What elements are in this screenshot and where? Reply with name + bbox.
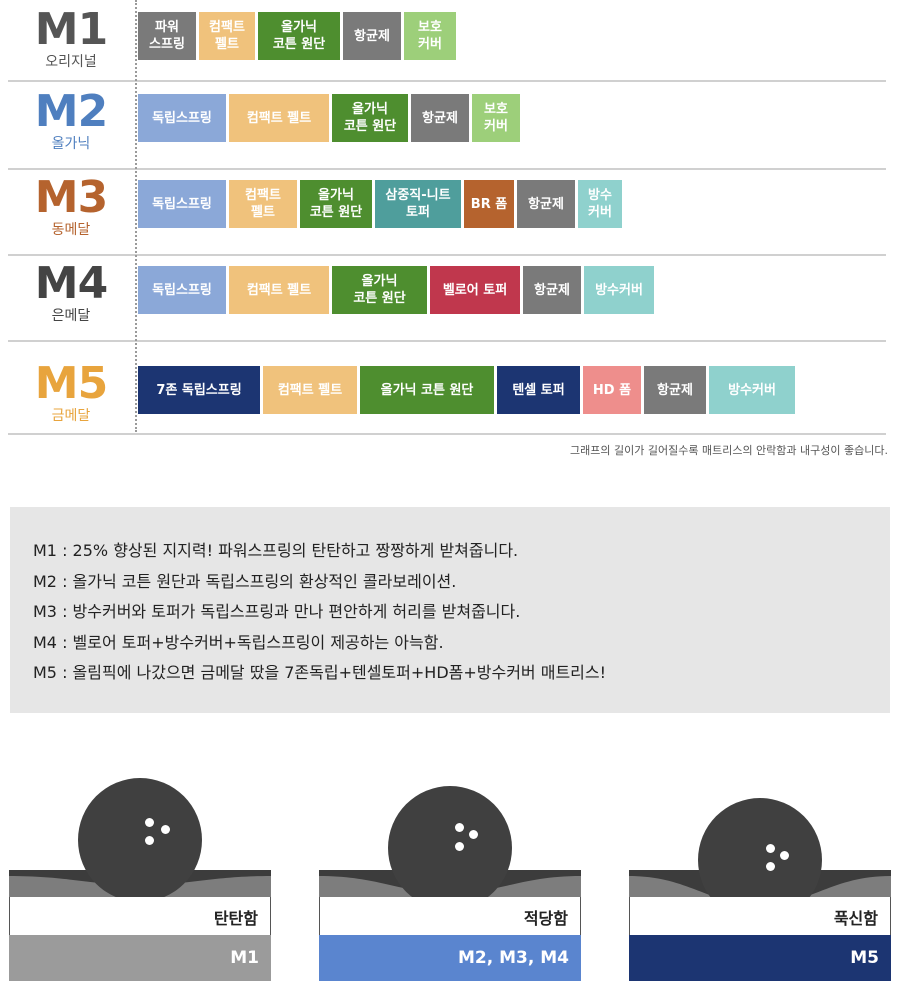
component-bar: 독립스프링: [138, 94, 226, 142]
component-bar: 텐셀 토퍼: [497, 366, 580, 414]
model-label: M1 오리지널: [8, 4, 134, 71]
firmness-label: 적당함: [523, 909, 568, 928]
component-bar: 항균제: [644, 366, 706, 414]
model-subtitle: 올가닉: [51, 136, 91, 152]
firmness-panel: 탄탄함 M1: [9, 760, 271, 982]
model-code: M1: [34, 4, 108, 55]
component-bar: 컴팩트 펠트: [229, 266, 329, 314]
component-bar: 독립스프링: [138, 180, 226, 228]
model-label: M5 금메달: [8, 358, 134, 425]
component-bar: 파워 스프링: [138, 12, 196, 60]
ball-dot: [766, 844, 775, 853]
firmness-label: 푹신함: [833, 909, 878, 928]
component-bar: 올가닉 코튼 원단: [300, 180, 372, 228]
component-bar: 보호 커버: [404, 12, 456, 60]
component-bar: 컴팩트 펠트: [263, 366, 357, 414]
component-bar: 항균제: [517, 180, 575, 228]
component-bar: 항균제: [343, 12, 401, 60]
component-bar: 항균제: [411, 94, 469, 142]
model-row-m1: M1 오리지널 파워 스프링 컴팩트 펠트 올가닉 코튼 원단 항균제 보호 커버: [8, 0, 886, 82]
component-bar: 방수커버: [584, 266, 654, 314]
firmness-box: 푹신함: [629, 897, 891, 935]
ball-dot: [145, 818, 154, 827]
firmness-model-label: M2, M3, M4: [458, 948, 569, 968]
component-bar: 올가닉 코튼 원단: [332, 266, 427, 314]
component-bar: HD 폼: [583, 366, 641, 414]
component-bar: 올가닉 코튼 원단: [360, 366, 494, 414]
divider-dotted-line: [135, 0, 137, 432]
model-label: M3 동메달: [8, 172, 134, 239]
cushion-shape: [319, 874, 581, 898]
model-subtitle: 동메달: [51, 222, 91, 238]
firmness-box: 탄탄함: [9, 897, 271, 935]
component-bars: 7존 독립스프링 컴팩트 펠트 올가닉 코튼 원단 텐셀 토퍼 HD 폼 항균제 방수커버: [138, 366, 795, 414]
firmness-model-label: M1: [230, 948, 259, 968]
model-code: M5: [34, 358, 108, 409]
model-row-m5: M5 금메달 7존 독립스프링 컴팩트 펠트 올가닉 코튼 원단 텐셀 토퍼 HD 폼 항균제…: [8, 340, 886, 435]
component-bar: 삼중직-니트 토퍼: [375, 180, 461, 228]
model-subtitle: 오리지널: [45, 54, 97, 70]
firmness-panel: 적당함 M2, M3, M4: [319, 760, 581, 982]
ball-dot: [145, 836, 154, 845]
description-item: M1 : 25% 향상된 지지력! 파워스프링의 탄탄하고 짱짱하게 받쳐줍니다…: [33, 541, 519, 560]
component-bar: 보호 커버: [472, 94, 520, 142]
ball-dot: [455, 842, 464, 851]
model-code: M4: [34, 258, 108, 309]
ball-dot: [780, 851, 789, 860]
component-bar: 컴팩트 펠트: [229, 180, 297, 228]
model-subtitle: 금메달: [51, 408, 91, 424]
firmness-label: 탄탄함: [213, 909, 258, 928]
firmness-model-box: M2, M3, M4: [319, 935, 581, 981]
description-item: M5 : 올림픽에 나갔으면 금메달 땄을 7존독립+텐셀토퍼+HD폼+방수커버…: [33, 663, 607, 682]
component-bar: 항균제: [523, 266, 581, 314]
firmness-model-label: M5: [850, 948, 879, 968]
component-bar: 7존 독립스프링: [138, 366, 260, 414]
description-item: M2 : 올가닉 코튼 원단과 독립스프링의 환상적인 콜라보레이션.: [33, 571, 457, 591]
description-item: M4 : 벨로어 토퍼+방수커버+독립스프링이 제공하는 아늑함.: [33, 632, 444, 652]
component-bar: 독립스프링: [138, 266, 226, 314]
model-label: M2 올가닉: [8, 86, 134, 153]
description-box: M1 : 25% 향상된 지지력! 파워스프링의 탄탄하고 짱짱하게 받쳐줍니다…: [10, 507, 890, 713]
model-row-m3: M3 동메달 독립스프링 컴팩트 펠트 올가닉 코튼 원단 삼중직-니트 토퍼 BR 폼 항균…: [8, 168, 886, 256]
ball-icon: [388, 786, 512, 910]
model-row-m2: M2 올가닉 독립스프링 컴팩트 펠트 올가닉 코튼 원단 항균제 보호 커버: [8, 82, 886, 170]
ball-dot: [469, 830, 478, 839]
firmness-model-box: M5: [629, 935, 891, 981]
firmness-panel: 푹신함 M5: [629, 760, 891, 982]
component-bar: 컴팩트 펠트: [199, 12, 255, 60]
chart-note: 그래프의 길이가 길어질수록 매트리스의 안락함과 내구성이 좋습니다.: [570, 444, 888, 457]
component-bars: 독립스프링 컴팩트 펠트 올가닉 코튼 원단 항균제 보호 커버: [138, 94, 520, 142]
model-subtitle: 은메달: [51, 308, 91, 324]
description-item: M3 : 방수커버와 토퍼가 독립스프링과 만나 편안하게 허리를 받쳐줍니다.: [33, 602, 521, 621]
model-row-m4: M4 은메달 독립스프링 컴팩트 펠트 올가닉 코튼 원단 벨로어 토퍼 항균제 방수커버: [8, 254, 886, 342]
component-bars: 독립스프링 컴팩트 펠트 올가닉 코튼 원단 삼중직-니트 토퍼 BR 폼 항균제 방수 커…: [138, 180, 622, 228]
component-bar: BR 폼: [464, 180, 514, 228]
model-code: M2: [34, 86, 108, 137]
component-bar: 방수커버: [709, 366, 795, 414]
cushion-shape: [629, 874, 891, 904]
component-bar: 올가닉 코튼 원단: [258, 12, 340, 60]
component-bars: 파워 스프링 컴팩트 펠트 올가닉 코튼 원단 항균제 보호 커버: [138, 12, 456, 60]
ball-dot: [455, 823, 464, 832]
component-bar: 벨로어 토퍼: [430, 266, 520, 314]
component-bar: 방수 커버: [578, 180, 622, 228]
description-list: M1 : 25% 향상된 지지력! 파워스프링의 탄탄하고 짱짱하게 받쳐줍니다…: [10, 507, 890, 689]
firmness-box: 적당함: [319, 897, 581, 935]
component-bar: 올가닉 코튼 원단: [332, 94, 408, 142]
firmness-model-box: M1: [9, 935, 271, 981]
ball-icon: [78, 778, 202, 902]
ball-dot: [161, 825, 170, 834]
model-label: M4 은메달: [8, 258, 134, 325]
model-code: M3: [34, 172, 108, 223]
ball-dot: [766, 862, 775, 871]
component-bar: 컴팩트 펠트: [229, 94, 329, 142]
component-bars: 독립스프링 컴팩트 펠트 올가닉 코튼 원단 벨로어 토퍼 항균제 방수커버: [138, 266, 654, 314]
